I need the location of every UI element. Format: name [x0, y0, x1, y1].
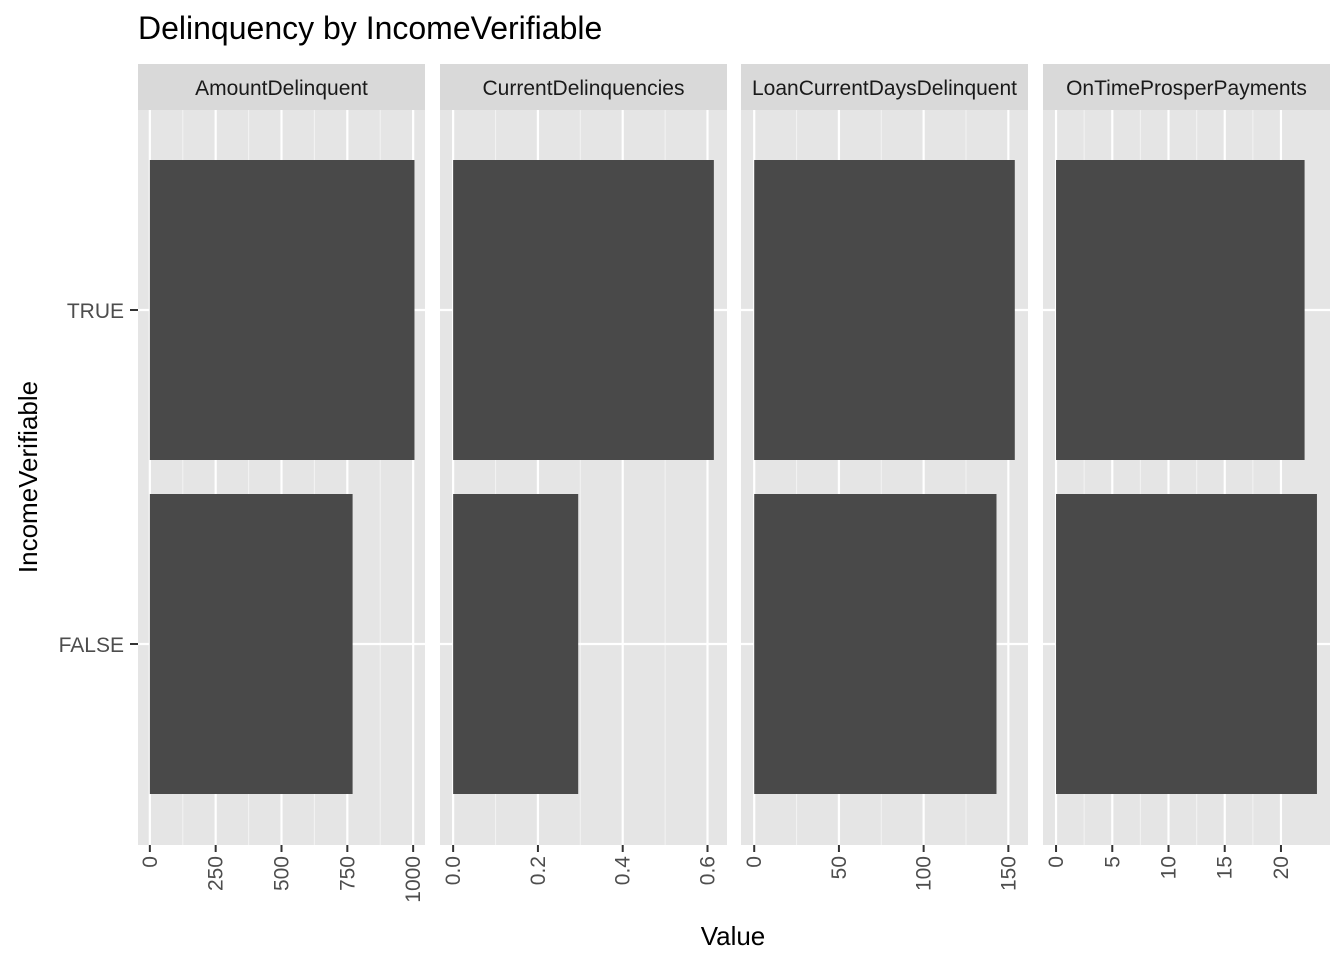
strip-label: AmountDelinquent [195, 77, 368, 100]
x-tick-label: 1000 [402, 856, 425, 903]
facet-LoanCurrentDaysDelinquent: LoanCurrentDaysDelinquent 0 50 100 150 [741, 64, 1028, 891]
x-tick-label: 15 [1214, 856, 1237, 879]
y-axis-title: IncomeVerifiable [13, 381, 43, 573]
x-tick-label: 0 [1045, 856, 1068, 868]
x-tick-label: 500 [271, 856, 294, 891]
bar-AmountDelinquent-TRUE [149, 160, 415, 460]
strip-background [138, 64, 425, 110]
x-tick-label: 150 [997, 856, 1020, 891]
x-tick-label: 0 [743, 856, 766, 868]
x-tick-label: 250 [205, 856, 228, 891]
bar-OnTimeProsperPayments-FALSE [1056, 494, 1317, 794]
bar-LoanCurrentDaysDelinquent-TRUE [754, 160, 1015, 460]
bar-AmountDelinquent-FALSE [149, 494, 353, 794]
bar-CurrentDelinquencies-TRUE [453, 160, 714, 460]
y-tick-label: TRUE [67, 300, 124, 323]
facet-CurrentDelinquencies: CurrentDelinquencies 0.0 0.2 0.4 0.6 [440, 64, 727, 885]
x-tick-label: 0 [139, 856, 162, 868]
strip-label: LoanCurrentDaysDelinquent [752, 77, 1017, 100]
x-axis-title: Value [701, 921, 766, 951]
x-tick-label: 10 [1158, 856, 1181, 879]
strip-background [1043, 64, 1330, 110]
x-tick-label: 5 [1101, 856, 1124, 868]
x-tick-label: 100 [913, 856, 936, 891]
strip-label: CurrentDelinquencies [483, 77, 685, 100]
x-tick-label: 750 [336, 856, 359, 891]
chart-title: Delinquency by IncomeVerifiable [138, 10, 602, 46]
x-tick-label: 0.4 [612, 856, 635, 886]
facet-AmountDelinquent: AmountDelinquent 0 250 500 750 1000 [138, 64, 425, 903]
y-tick-label: FALSE [59, 634, 124, 657]
bar-OnTimeProsperPayments-TRUE [1056, 160, 1305, 460]
x-tick-label: 20 [1270, 856, 1293, 879]
strip-label: OnTimeProsperPayments [1066, 77, 1307, 100]
bar-CurrentDelinquencies-FALSE [453, 494, 579, 794]
facet-OnTimeProsperPayments: OnTimeProsperPayments 0 5 10 15 20 [1043, 64, 1330, 879]
y-axis: TRUE FALSE [59, 300, 138, 657]
x-tick-label: 0.0 [442, 856, 465, 885]
strip-background [440, 64, 727, 110]
strip-background [741, 64, 1028, 110]
x-tick-label: 50 [828, 856, 851, 879]
x-tick-label: 0.2 [527, 856, 550, 885]
x-tick-label: 0.6 [696, 856, 719, 885]
bar-LoanCurrentDaysDelinquent-FALSE [754, 494, 997, 794]
